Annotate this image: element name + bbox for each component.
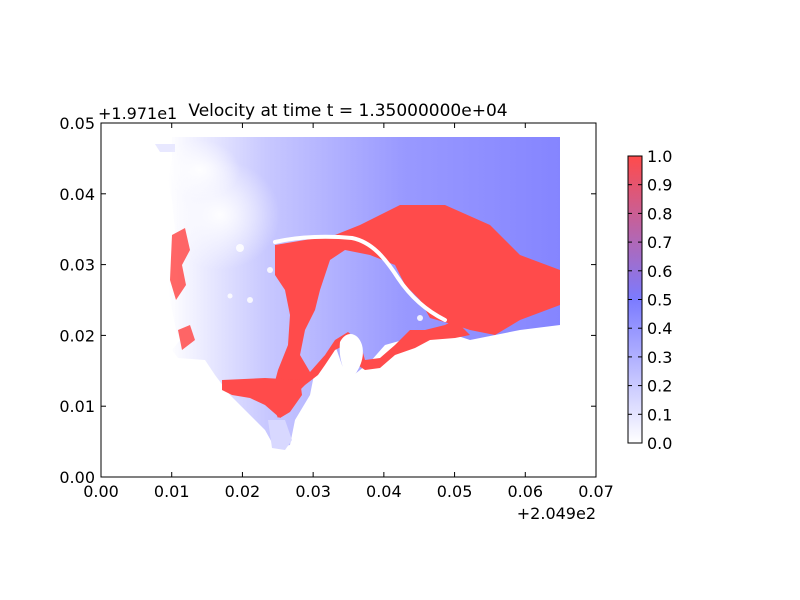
- colorbar-tick-label: 0.9: [647, 176, 672, 195]
- x-tick-label: 0.00: [83, 482, 119, 501]
- y-axis-ticks: 0.00 0.01 0.02 0.03 0.04 0.05: [59, 114, 596, 487]
- x-tick-label: 0.07: [578, 482, 614, 501]
- x-tick-label: 0.04: [366, 482, 402, 501]
- y-tick-label: 0.02: [59, 326, 95, 345]
- x-tick-label: 0.05: [437, 482, 473, 501]
- x-offset-label: +2.049e2: [517, 504, 596, 523]
- plot-frame: [100, 122, 597, 478]
- colorbar-tick-label: 0.6: [647, 262, 672, 281]
- x-tick-label: 0.03: [295, 482, 331, 501]
- chart-title: Velocity at time t = 1.35000000e+04: [188, 101, 507, 121]
- y-tick-label: 0.04: [59, 185, 95, 204]
- domain-top-left-notch: [155, 144, 175, 152]
- colorbar-tick-label: 0.3: [647, 348, 672, 367]
- high-velocity-bottom-band: [222, 378, 302, 418]
- colorbar-tick-label: 0.7: [647, 233, 672, 252]
- colorbar-ticks: 0.0 0.1 0.2 0.3 0.4 0.5 0.6 0.7 0.8 0.9 1.0: [628, 147, 672, 453]
- y-offset-label: +1.971e1: [98, 104, 177, 123]
- low-velocity-zone-2: [160, 140, 240, 200]
- y-tick-label: 0.00: [59, 468, 95, 487]
- colorbar-tick-label: 0.2: [647, 377, 672, 396]
- y-tick-label: 0.03: [59, 256, 95, 275]
- y-tick-label: 0.05: [59, 114, 95, 133]
- island-bay: [339, 334, 363, 380]
- x-tick-label: 0.02: [225, 482, 261, 501]
- x-axis-ticks: 0.00 0.01 0.02 0.03 0.04 0.05 0.06 0.07: [83, 123, 614, 501]
- x-tick-label: 0.01: [154, 482, 190, 501]
- colorbar-tick-label: 0.0: [647, 434, 672, 453]
- heatmap-field: [155, 137, 560, 450]
- small-eddies: [227, 244, 423, 321]
- x-tick-label: 0.06: [507, 482, 543, 501]
- river-channel: [273, 234, 447, 322]
- domain-bottom-tail: [268, 420, 292, 450]
- y-tick-label: 0.01: [59, 397, 95, 416]
- colorbar-tick-label: 0.4: [647, 319, 672, 338]
- high-velocity-region: [270, 205, 560, 418]
- colorbar-tick-label: 0.1: [647, 405, 672, 424]
- colorbar-tick-label: 1.0: [647, 147, 672, 166]
- colorbar-tick-label: 0.5: [647, 291, 672, 310]
- high-velocity-left-patches: [170, 228, 195, 350]
- colorbar-tick-label: 0.8: [647, 204, 672, 223]
